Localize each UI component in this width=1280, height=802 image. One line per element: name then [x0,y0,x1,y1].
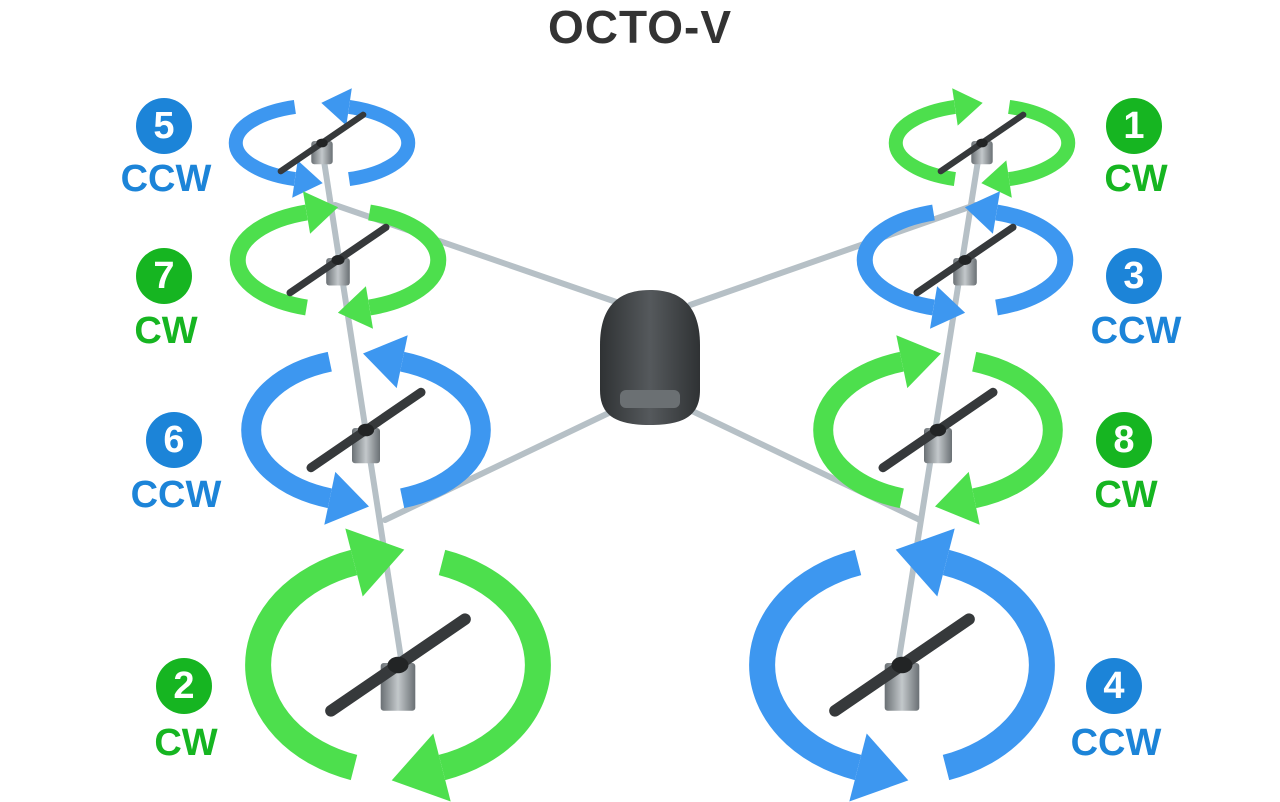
rotation-arrow-head [391,733,451,802]
motor-direction-1: CW [1104,158,1168,200]
propeller-cap [316,138,328,148]
rotation-arrow-arc [1008,99,1076,187]
rotation-arrow-head [303,191,339,234]
propeller-cap [387,656,409,674]
rotation-arrow-head [930,286,966,329]
diagram-title: OCTO-V [547,1,733,53]
motor-badge-4: 4 [1086,658,1142,714]
motor-badge-1: 1 [1106,98,1162,154]
rotation-arrow-head [981,160,1012,198]
rotation-arrow-arc [856,204,935,316]
rotation-arrow-head [345,528,405,597]
rotation-arrow-head [935,471,980,525]
rail-right [895,145,983,668]
rotor-5 [228,88,416,198]
propeller-cap [331,255,345,265]
rotor-6 [241,335,491,525]
motor-badge-7: 7 [136,248,192,304]
rotor-2 [245,528,551,802]
rotation-arrow-arc [245,549,358,781]
motor-badge-2: 2 [156,658,212,714]
rotor-4 [749,528,1055,802]
rotation-arrow-head [895,528,955,597]
rotation-arrow-arc [888,99,956,187]
rotation-arrow-head [337,286,373,329]
rotation-arrow-head [363,335,408,389]
motor-badge-8: 8 [1096,412,1152,468]
propeller-cap [929,423,947,437]
rotation-arrow-head [292,160,323,198]
rotation-arrow-head [324,471,369,525]
motor-direction-6: CCW [130,474,222,516]
propeller-cap [357,423,375,437]
propeller-cap [958,255,972,265]
propeller-cap [976,138,988,148]
rotation-arrow-head [896,335,941,389]
rotor-3 [856,191,1074,329]
rotor-1 [888,88,1076,198]
rotation-arrow-arc [813,351,904,509]
rotation-arrow-arc [348,99,416,187]
rotation-arrow-arc [229,204,308,316]
motor-direction-7: CW [134,310,198,352]
motor-direction-5: CCW [120,158,212,200]
motor-direction-8: CW [1094,474,1158,516]
rotation-arrow-head [964,191,1000,234]
rotation-arrow-arc [438,549,551,781]
rotation-arrow-head [952,88,983,126]
rotation-arrow-arc [228,99,296,187]
rotation-arrow-arc [942,549,1055,781]
rotor-7 [229,191,447,329]
rotation-arrow-arc [972,351,1063,509]
rotor-8 [813,335,1063,525]
motor-badge-6: 6 [146,412,202,468]
rotation-arrow-head [849,733,909,802]
motor-direction-3: CCW [1090,310,1182,352]
rotation-arrow-arc [995,204,1074,316]
rotation-arrow-arc [400,351,491,509]
rotation-arrow-arc [241,351,332,509]
rotation-arrow-head [321,88,352,126]
flight-controller-body [600,290,700,425]
motor-direction-2: CW [154,722,218,764]
motor-direction-4: CCW [1070,722,1162,764]
rotation-arrow-arc [368,204,447,316]
rotation-arrow-arc [749,549,862,781]
motor-badge-3: 3 [1106,248,1162,304]
rail-left [319,145,405,668]
propeller-cap [891,656,913,674]
motor-badge-5: 5 [136,98,192,154]
